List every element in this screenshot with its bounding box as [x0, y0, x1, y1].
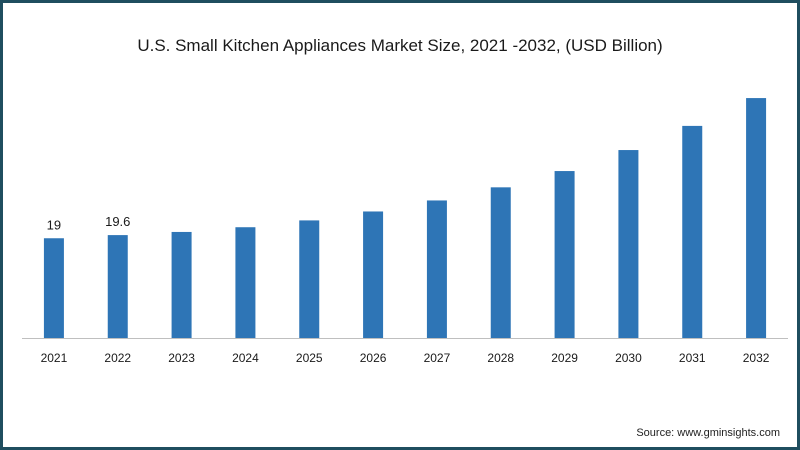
- data-label-2021: 19: [47, 217, 61, 232]
- x-tick-label-2022: 2022: [104, 351, 131, 365]
- bar-2027: [426, 200, 447, 338]
- x-tick-label-2021: 2021: [41, 351, 68, 365]
- x-tick-label-2027: 2027: [424, 351, 451, 365]
- bar-2024: [235, 227, 256, 338]
- bar-2030: [618, 150, 639, 338]
- bar-2025: [299, 220, 320, 338]
- chart-title: U.S. Small Kitchen Appliances Market Siz…: [137, 36, 663, 55]
- x-tick-label-2026: 2026: [360, 351, 387, 365]
- x-tick-label-2023: 2023: [168, 351, 195, 365]
- bar-2023: [171, 231, 192, 338]
- bar-2026: [363, 211, 384, 338]
- bar-2029: [554, 171, 575, 338]
- x-tick-label-2032: 2032: [743, 351, 770, 365]
- x-tick-label-2024: 2024: [232, 351, 259, 365]
- bar-2032: [746, 98, 767, 338]
- x-tick-label-2028: 2028: [487, 351, 514, 365]
- data-label-2022: 19.6: [105, 214, 130, 229]
- source-note: Source: www.gminsights.com: [636, 427, 780, 439]
- bar-2021: [43, 238, 64, 338]
- x-tick-label-2029: 2029: [551, 351, 578, 365]
- x-tick-label-2025: 2025: [296, 351, 323, 365]
- bar-2031: [682, 125, 703, 339]
- bar-2028: [490, 187, 511, 338]
- bar-2022: [107, 235, 128, 338]
- x-tick-label-2031: 2031: [679, 351, 706, 365]
- x-tick-label-2030: 2030: [615, 351, 642, 365]
